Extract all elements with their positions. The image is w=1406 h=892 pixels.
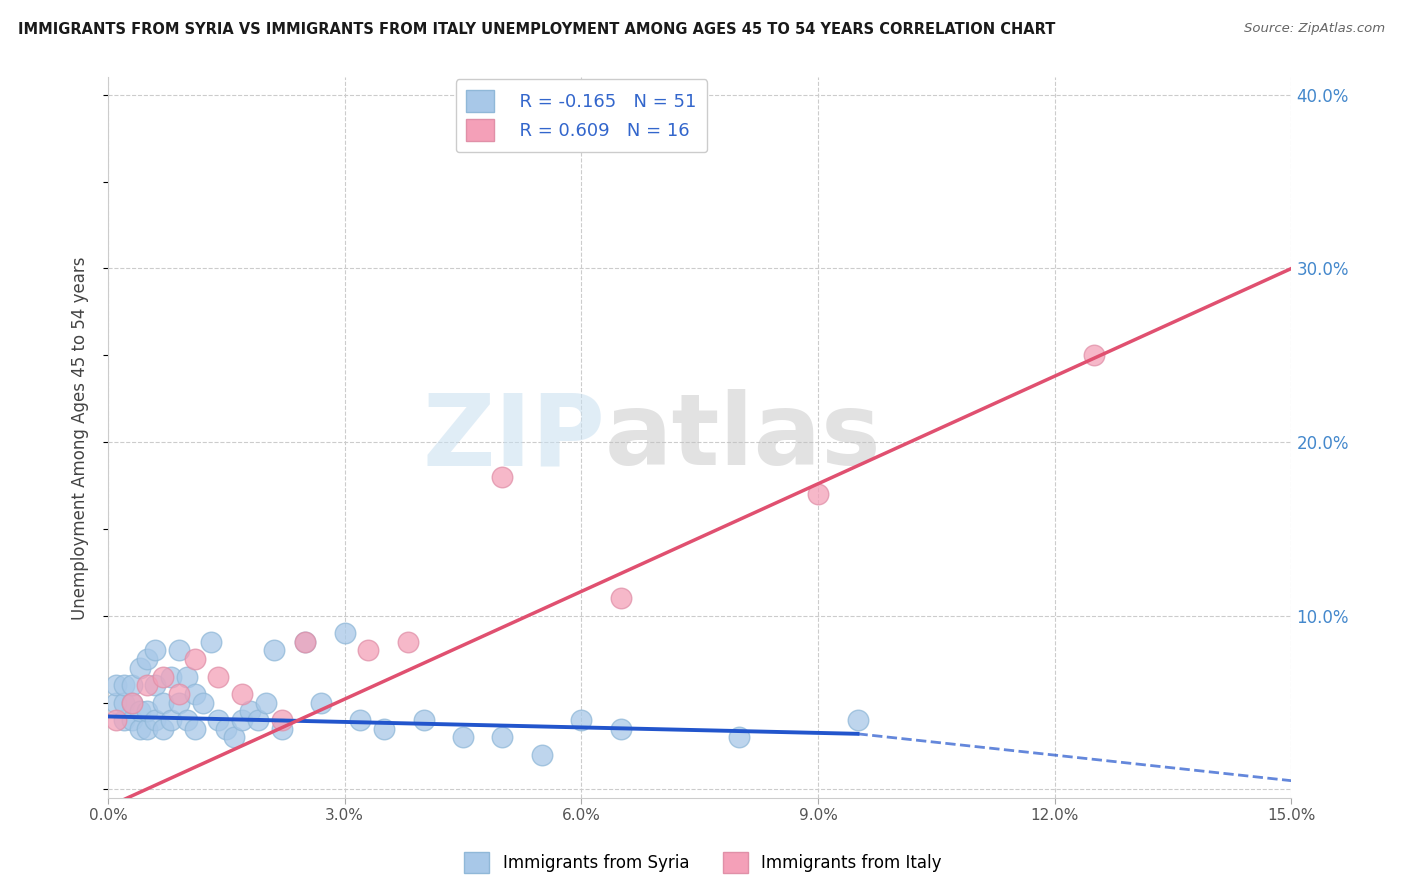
Point xyxy=(136,652,159,666)
Point xyxy=(112,713,135,727)
Point xyxy=(530,747,553,762)
Y-axis label: Unemployment Among Ages 45 to 54 years: Unemployment Among Ages 45 to 54 years xyxy=(72,256,89,620)
Point xyxy=(143,643,166,657)
Text: Source: ZipAtlas.com: Source: ZipAtlas.com xyxy=(1244,22,1385,36)
Point xyxy=(128,722,150,736)
Point xyxy=(121,696,143,710)
Point xyxy=(239,704,262,718)
Text: atlas: atlas xyxy=(605,389,882,486)
Point xyxy=(294,634,316,648)
Point xyxy=(215,722,238,736)
Point xyxy=(333,626,356,640)
Point xyxy=(231,713,253,727)
Point xyxy=(143,678,166,692)
Point xyxy=(160,669,183,683)
Point xyxy=(121,696,143,710)
Point xyxy=(167,696,190,710)
Point xyxy=(207,713,229,727)
Point xyxy=(104,678,127,692)
Point xyxy=(491,731,513,745)
Point xyxy=(128,704,150,718)
Point xyxy=(112,678,135,692)
Point xyxy=(807,487,830,501)
Point xyxy=(184,687,207,701)
Point xyxy=(191,696,214,710)
Point xyxy=(349,713,371,727)
Point xyxy=(373,722,395,736)
Point xyxy=(412,713,434,727)
Point xyxy=(104,696,127,710)
Point xyxy=(104,713,127,727)
Point xyxy=(254,696,277,710)
Point xyxy=(451,731,474,745)
Point xyxy=(143,713,166,727)
Point xyxy=(294,634,316,648)
Point xyxy=(207,669,229,683)
Point xyxy=(176,713,198,727)
Point xyxy=(128,661,150,675)
Point xyxy=(231,687,253,701)
Legend:   R = -0.165   N = 51,   R = 0.609   N = 16: R = -0.165 N = 51, R = 0.609 N = 16 xyxy=(456,79,707,153)
Point xyxy=(184,652,207,666)
Point xyxy=(160,713,183,727)
Point xyxy=(569,713,592,727)
Point xyxy=(152,722,174,736)
Point xyxy=(728,731,751,745)
Point xyxy=(176,669,198,683)
Point xyxy=(846,713,869,727)
Point xyxy=(357,643,380,657)
Point xyxy=(610,722,633,736)
Point xyxy=(1083,348,1105,362)
Legend: Immigrants from Syria, Immigrants from Italy: Immigrants from Syria, Immigrants from I… xyxy=(458,846,948,880)
Point xyxy=(152,669,174,683)
Point xyxy=(121,713,143,727)
Point xyxy=(309,696,332,710)
Point xyxy=(136,678,159,692)
Point xyxy=(121,678,143,692)
Point xyxy=(136,704,159,718)
Point xyxy=(396,634,419,648)
Point xyxy=(136,722,159,736)
Text: ZIP: ZIP xyxy=(422,389,605,486)
Point xyxy=(184,722,207,736)
Text: IMMIGRANTS FROM SYRIA VS IMMIGRANTS FROM ITALY UNEMPLOYMENT AMONG AGES 45 TO 54 : IMMIGRANTS FROM SYRIA VS IMMIGRANTS FROM… xyxy=(18,22,1056,37)
Point xyxy=(270,713,292,727)
Point xyxy=(270,722,292,736)
Point xyxy=(491,470,513,484)
Point xyxy=(263,643,285,657)
Point xyxy=(167,643,190,657)
Point xyxy=(112,696,135,710)
Point xyxy=(167,687,190,701)
Point xyxy=(610,591,633,606)
Point xyxy=(152,696,174,710)
Point xyxy=(200,634,222,648)
Point xyxy=(246,713,269,727)
Point xyxy=(224,731,246,745)
